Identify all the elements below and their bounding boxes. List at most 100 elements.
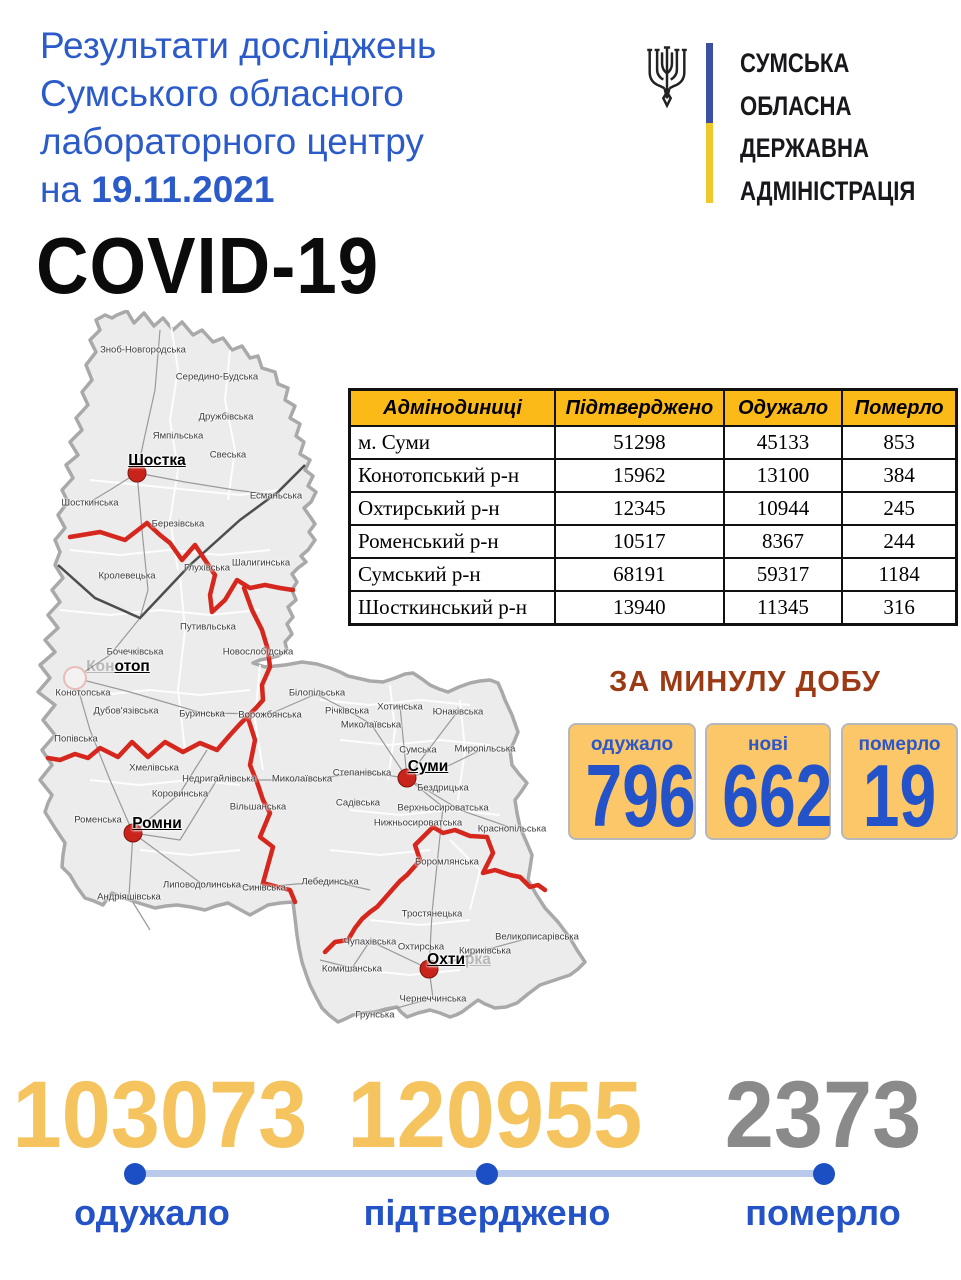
map-settlement-label: Глухівська [183,562,231,574]
covid-stats-table: Адмінодиниці Підтверджено Одужало Померл… [348,388,958,626]
recovered-cell: 8367 [722,524,844,559]
org-line: ДЕРЖАВНА [740,133,869,163]
org-line: ОБЛАСНА [740,90,852,121]
map-settlement-label: Ямпільська [152,430,204,442]
map-settlement-label: Лебединська [301,876,359,888]
recovered-cell: 45133 [722,425,844,460]
map-settlement-label: Есманьська [249,490,303,502]
table-row: Роменський р-н 10517 8367 244 [348,524,958,559]
col-died: Померло [841,388,958,427]
city-marker-Конотоп [63,666,87,690]
city-label-Охтирка: Охтирка [427,951,491,968]
map-settlement-label: Миколаївська [340,719,402,731]
admin-unit-cell: Конотопський р-н [348,458,557,493]
admin-unit-cell: Охтирський р-н [348,491,557,526]
card-value: 19 [862,746,937,845]
org-line: СУМСЬКА [740,48,850,78]
map-settlement-label: Грунська [355,1009,395,1021]
map-settlement-label: Коровинська [151,788,209,800]
card-label: померло [858,734,941,755]
map-settlement-label: Хмелівська [129,762,179,774]
total-label: підтверджено [363,1192,611,1233]
died-cell: 853 [841,425,958,460]
map-settlement-label: Липоводолинська [162,879,242,891]
city-label-Суми: Суми [407,758,449,775]
city-marker-Охтирка [419,959,439,979]
col-admin-units: Адмінодиниці [348,388,557,427]
total-value-одужало: 103073 [12,1062,308,1168]
map-settlement-label: Середино-Будська [175,371,259,383]
daily-card-померло: померло 19 [841,723,958,840]
city-label-Шостка: Шостка [128,452,186,469]
page-title: Результати досліджень Сумського обласног… [40,22,436,214]
map-settlement-label: Березівська [151,518,205,530]
map-settlement-label: Охтирська [397,941,445,953]
confirmed-cell: 68191 [554,557,725,592]
date-prefix: на [40,169,92,210]
organization-name: СУМСЬКА ОБЛАСНА ДЕРЖАВНА АДМІНІСТРАЦІЯ [740,42,915,212]
map-settlement-label: Білопільська [288,687,346,699]
died-cell: 1184 [841,557,958,592]
map-settlement-label: Зноб-Новгородська [100,344,186,356]
roads [74,329,538,1015]
recovered-cell: 13100 [722,458,844,493]
org-line: АДМІНІСТРАЦІЯ [740,175,916,206]
total-value-підтверджено: 120955 [347,1062,643,1168]
map-settlement-label: Дубов'язівська [93,705,159,717]
map-settlement-label: Путивльська [180,621,236,633]
map-settlement-label: Чернеччинська [399,993,467,1005]
title-line-3: лабораторного центру [40,121,424,162]
report-date: 19.11.2021 [91,169,275,210]
daily-heading: ЗА МИНУЛУ ДОБУ [609,666,881,698]
confirmed-cell: 51298 [554,425,725,460]
confirmed-cell: 12345 [554,491,725,526]
map-settlement-label: Роменська [74,814,122,826]
confirmed-cell: 10517 [554,524,725,559]
timeline-dot [124,1163,146,1185]
map-settlement-label: Тростянецька [401,908,463,920]
city-marker-Ромни [123,823,143,843]
died-cell: 384 [841,458,958,493]
title-line-2: Сумського обласного [40,73,404,114]
map-settlement-label: Бездрицька [417,782,469,794]
died-cell: 245 [841,491,958,526]
map-settlement-label: Великописарівська [495,931,579,943]
city-marker-Шостка [127,463,147,483]
map-settlement-label: Буринська [179,708,225,720]
map-settlement-label: Свеська [209,449,247,461]
sumy-oblast-map: Зноб-Новгородська Середино-Будська Дружбів… [30,310,590,1040]
admin-unit-cell: Роменський р-н [348,524,557,559]
recovered-cell: 10944 [722,491,844,526]
map-settlement-label: Новослобідська [222,646,294,658]
map-settlement-label: Чупахівська [343,936,397,948]
died-cell: 316 [841,590,958,626]
map-settlement-label: Хотинська [377,701,423,713]
col-recovered: Одужало [722,388,844,427]
confirmed-cell: 15962 [554,458,725,493]
table-header-row: Адмінодиниці Підтверджено Одужало Померл… [348,388,958,427]
map-settlement-label: Шалигинська [231,557,291,569]
map-settlement-label: Конотопська [55,687,111,699]
map-settlement-label: Степанівська [332,767,392,779]
flag-divider [706,43,713,203]
map-settlement-label: Синівська [242,882,286,894]
recovered-cell: 59317 [722,557,844,592]
map-settlement-label: Миропільська [454,743,516,755]
total-value-померло: 2373 [724,1062,922,1168]
district-boundaries [54,317,501,976]
card-value: 662 [722,746,833,845]
oblast-administration-logo: СУМСЬКА ОБЛАСНА ДЕРЖАВНА АДМІНІСТРАЦІЯ [640,40,960,210]
map-settlement-label: Ворожбянська [238,709,302,721]
total-label: померло [745,1192,901,1233]
table-row: Сумський р-н 68191 59317 1184 [348,557,958,592]
city-label-Ромни: Ромни [132,815,182,832]
map-settlement-label: Комишанська [321,963,383,975]
map-settlement-label: Сумська [399,744,437,756]
table-row: Шосткинський р-н 13940 11345 316 [348,590,958,626]
map-settlement-label: Дружбівська [198,411,254,423]
total-label: одужало [74,1192,230,1233]
recovered-cell: 11345 [722,590,844,626]
col-confirmed: Підтверджено [554,388,725,427]
map-settlement-label: Бочечківська [106,646,164,658]
card-label: нові [747,734,789,755]
